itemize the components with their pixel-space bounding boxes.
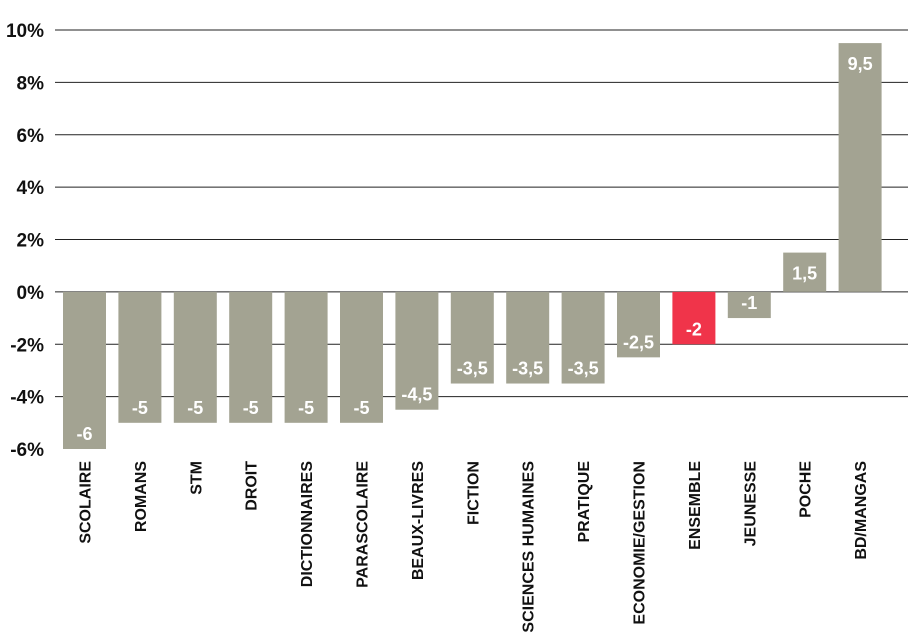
bar — [617, 291, 660, 358]
bar — [727, 291, 771, 319]
category-label: ROMANS — [133, 461, 150, 532]
y-tick-label: 0% — [17, 283, 45, 304]
category-label: ENSEMBLE — [687, 461, 704, 550]
data-label: -1 — [741, 293, 757, 313]
y-tick-label: 4% — [17, 178, 45, 199]
data-label: -6 — [76, 424, 92, 444]
bar — [672, 291, 716, 345]
data-label: -2,5 — [623, 332, 654, 352]
category-label: JEUNESSE — [742, 461, 759, 547]
bar — [783, 252, 827, 292]
data-label: -5 — [353, 398, 369, 418]
bar — [450, 291, 494, 384]
y-tick-label: 8% — [17, 73, 45, 94]
category-label: DICTIONNAIRES — [299, 461, 316, 588]
data-label: -3,5 — [512, 359, 543, 379]
data-labels: -6 -5 -5 -5 -5 -5 -4,5 -3,5 -3,5 -3,5 -2,5 -2 -1 1,5 9… — [76, 54, 872, 444]
bar — [229, 291, 273, 423]
category-label: BD/MANGAS — [853, 461, 870, 560]
bar — [395, 291, 439, 410]
data-label: -5 — [132, 398, 148, 418]
category-label: SCIENCES HUMAINES — [521, 461, 538, 633]
category-label: DROIT — [244, 461, 261, 511]
bar — [506, 291, 550, 384]
y-tick-label: -2% — [10, 335, 44, 356]
bar — [284, 291, 328, 423]
y-tick-label: -4% — [10, 388, 44, 409]
data-label: -5 — [243, 398, 259, 418]
data-label: 1,5 — [792, 264, 817, 284]
category-label: FICTION — [465, 461, 482, 525]
data-label: -4,5 — [401, 385, 432, 405]
category-label: STM — [188, 461, 205, 495]
category-label: POCHE — [798, 461, 815, 518]
y-tick-label: 10% — [6, 21, 44, 42]
y-axis-ticks: 10% 8% 6% 4% 2% 0% -2% -4% -6% — [6, 21, 44, 461]
data-label: -3,5 — [457, 359, 488, 379]
category-label: PARASCOLAIRE — [355, 461, 372, 588]
bar — [118, 291, 162, 423]
bars — [63, 43, 882, 449]
category-label: SCOLAIRE — [78, 461, 95, 544]
data-label: -5 — [187, 398, 203, 418]
data-label: -5 — [298, 398, 314, 418]
category-label: ECONOMIE/GESTION — [632, 461, 649, 625]
category-labels: SCOLAIRE ROMANS STM DROIT DICTIONNAIRES PARAS… — [78, 461, 871, 633]
data-label: 9,5 — [848, 54, 873, 74]
y-tick-label: -6% — [10, 440, 44, 461]
y-tick-label: 2% — [17, 231, 45, 252]
bar — [173, 291, 217, 423]
category-label: BEAUX-LIVRES — [410, 461, 427, 580]
data-label: -2 — [686, 319, 702, 339]
category-label: PRATIQUE — [576, 461, 593, 543]
bar — [63, 291, 106, 449]
data-label: -3,5 — [568, 359, 599, 379]
bar — [561, 291, 605, 384]
bar — [340, 291, 383, 423]
bar — [838, 43, 882, 292]
y-tick-label: 6% — [17, 126, 45, 147]
